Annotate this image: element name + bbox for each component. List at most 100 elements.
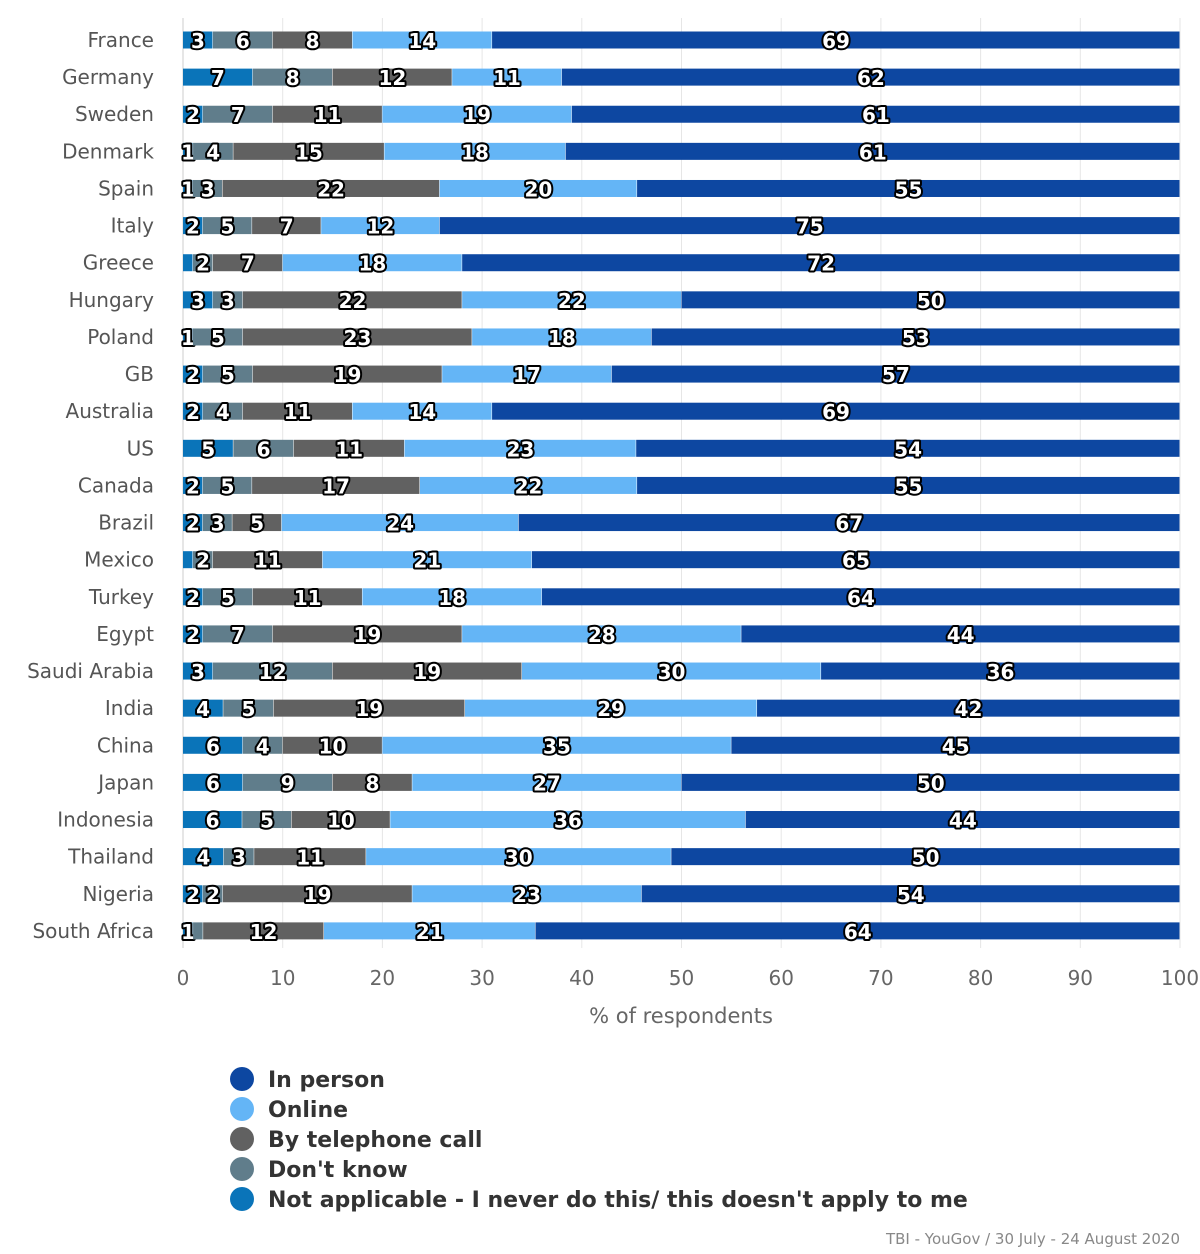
bar-segment[interactable] [571, 105, 1180, 123]
legend-item[interactable]: Online [230, 1097, 348, 1123]
bar-segment[interactable] [183, 922, 193, 940]
bar-segment[interactable] [202, 105, 273, 123]
bar-segment[interactable] [518, 514, 1180, 532]
bar-segment[interactable] [362, 588, 542, 606]
bar-segment[interactable] [637, 179, 1180, 197]
bar-segment[interactable] [233, 142, 384, 160]
bar-segment[interactable] [192, 254, 213, 272]
bar-segment[interactable] [636, 439, 1180, 457]
bar-segment[interactable] [462, 625, 741, 643]
bar-segment[interactable] [332, 68, 452, 86]
bar-segment[interactable] [183, 68, 253, 86]
bar-segment[interactable] [183, 254, 193, 272]
bar-segment[interactable] [212, 551, 323, 569]
bar-segment[interactable] [202, 217, 252, 235]
bar-segment[interactable] [232, 514, 282, 532]
bar-segment[interactable] [242, 328, 472, 346]
bar-segment[interactable] [281, 514, 519, 532]
bar-segment[interactable] [212, 31, 273, 49]
bar-segment[interactable] [233, 439, 294, 457]
bar-segment[interactable] [641, 885, 1180, 903]
bar-segment[interactable] [323, 922, 535, 940]
bar-segment[interactable] [293, 439, 405, 457]
bar-segment[interactable] [183, 402, 203, 420]
legend-item[interactable]: Not applicable - I never do this/ this d… [230, 1187, 968, 1213]
bar-segment[interactable] [202, 514, 232, 532]
bar-segment[interactable] [183, 291, 213, 309]
bar-segment[interactable] [183, 662, 213, 680]
bar-segment[interactable] [223, 699, 274, 717]
bar-segment[interactable] [321, 217, 440, 235]
bar-segment[interactable] [282, 736, 382, 754]
bar-segment[interactable] [352, 31, 492, 49]
bar-segment[interactable] [521, 662, 821, 680]
bar-segment[interactable] [242, 736, 283, 754]
bar-segment[interactable] [183, 588, 203, 606]
bar-segment[interactable] [252, 588, 362, 606]
bar-segment[interactable] [382, 736, 731, 754]
bar-segment[interactable] [192, 179, 222, 197]
bar-segment[interactable] [183, 31, 213, 49]
bar-segment[interactable] [390, 811, 746, 829]
bar-segment[interactable] [472, 328, 652, 346]
bar-segment[interactable] [741, 625, 1180, 643]
bar-segment[interactable] [183, 142, 193, 160]
bar-segment[interactable] [541, 588, 1180, 606]
bar-segment[interactable] [183, 551, 193, 569]
bar-segment[interactable] [212, 254, 283, 272]
bar-segment[interactable] [183, 179, 193, 197]
bar-segment[interactable] [252, 217, 321, 235]
bar-segment[interactable] [462, 291, 681, 309]
bar-segment[interactable] [651, 328, 1180, 346]
bar-segment[interactable] [452, 68, 562, 86]
bar-segment[interactable] [282, 254, 462, 272]
bar-segment[interactable] [637, 476, 1180, 494]
bar-segment[interactable] [202, 402, 243, 420]
bar-segment[interactable] [183, 439, 233, 457]
bar-segment[interactable] [439, 217, 1180, 235]
bar-segment[interactable] [183, 773, 243, 791]
bar-segment[interactable] [193, 142, 233, 160]
bar-segment[interactable] [252, 68, 333, 86]
bar-segment[interactable] [183, 848, 224, 866]
bar-segment[interactable] [731, 736, 1180, 754]
bar-segment[interactable] [183, 328, 193, 346]
bar-segment[interactable] [222, 885, 412, 903]
bar-segment[interactable] [223, 848, 254, 866]
bar-segment[interactable] [242, 773, 333, 791]
bar-segment[interactable] [366, 848, 671, 866]
bar-segment[interactable] [192, 328, 243, 346]
legend-item[interactable]: Don't know [230, 1157, 408, 1183]
bar-segment[interactable] [439, 179, 637, 197]
bar-segment[interactable] [183, 365, 203, 383]
bar-segment[interactable] [202, 885, 223, 903]
bar-segment[interactable] [272, 31, 352, 49]
bar-segment[interactable] [202, 625, 273, 643]
bar-segment[interactable] [565, 142, 1180, 160]
bar-segment[interactable] [212, 291, 243, 309]
bar-segment[interactable] [183, 736, 243, 754]
bar-segment[interactable] [252, 365, 442, 383]
bar-segment[interactable] [272, 105, 382, 123]
bar-segment[interactable] [332, 662, 522, 680]
bar-segment[interactable] [821, 662, 1180, 680]
bar-segment[interactable] [183, 514, 203, 532]
bar-segment[interactable] [681, 291, 1180, 309]
bar-segment[interactable] [352, 402, 492, 420]
bar-segment[interactable] [192, 551, 213, 569]
bar-segment[interactable] [671, 848, 1180, 866]
bar-segment[interactable] [222, 179, 440, 197]
bar-segment[interactable] [193, 922, 203, 940]
bar-segment[interactable] [464, 699, 757, 717]
legend-item[interactable]: In person [230, 1067, 385, 1093]
bar-segment[interactable] [242, 402, 352, 420]
bar-segment[interactable] [183, 625, 203, 643]
bar-segment[interactable] [202, 476, 252, 494]
bar-segment[interactable] [412, 773, 681, 791]
bar-segment[interactable] [254, 848, 366, 866]
bar-segment[interactable] [561, 68, 1180, 86]
bar-segment[interactable] [252, 476, 420, 494]
bar-segment[interactable] [681, 773, 1180, 791]
bar-segment[interactable] [183, 105, 203, 123]
bar-segment[interactable] [384, 142, 566, 160]
